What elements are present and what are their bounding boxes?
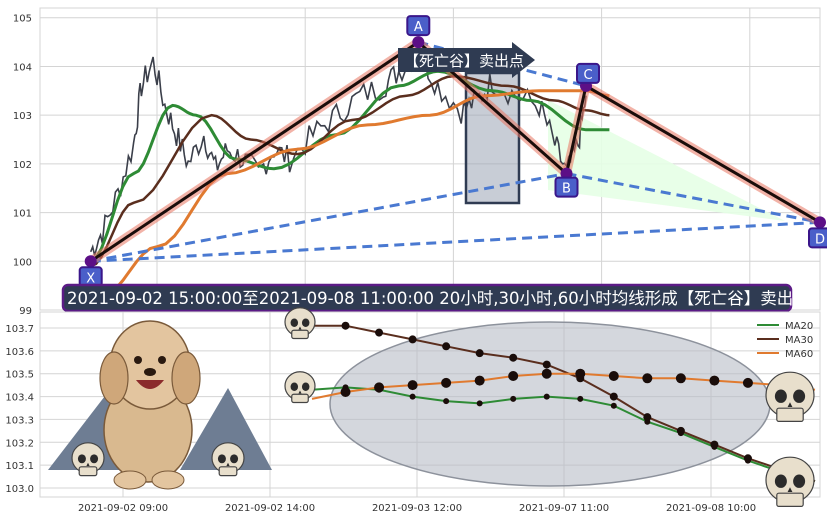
x-tick-labels: 2021-09-02 09:00 2021-09-02 14:00 2021-09-… — [78, 503, 756, 514]
bottom-y-tick: 103.0 — [5, 484, 34, 495]
point-ma30 — [475, 349, 484, 358]
point-ma30 — [542, 360, 551, 369]
point-ma60 — [340, 387, 351, 397]
point-ma60 — [608, 371, 619, 381]
point-A-box — [406, 15, 431, 37]
bottom-y-tick-labels: 103.0 103.1 103.2 103.3 103.4 103.5 103.6 103.7 — [5, 324, 34, 495]
top-y-tick: 100 — [13, 257, 32, 268]
point-ma60 — [374, 382, 385, 393]
banner-text: 2021-09-02 15:00:00至2021-09-08 11:00:00 … — [67, 289, 810, 308]
point-ma60 — [642, 373, 653, 384]
point-X-label: X — [86, 271, 95, 286]
point-ma20 — [510, 395, 517, 402]
ma-series-group — [311, 321, 816, 483]
skull-icon — [211, 442, 245, 477]
skull-icon — [765, 456, 815, 508]
point-ma30 — [509, 353, 518, 362]
top-y-tick: 105 — [13, 14, 32, 25]
top-y-tick: 101 — [13, 209, 32, 220]
point-D-label: D — [815, 232, 825, 247]
bottom-y-tick: 103.4 — [5, 393, 34, 404]
poodle-illustration — [48, 320, 272, 490]
point-ma60 — [508, 371, 519, 381]
point-ma60 — [407, 380, 418, 391]
point-ma30 — [676, 426, 685, 435]
top-ma60-line — [101, 89, 610, 297]
point-ma30 — [643, 413, 652, 422]
point-D-box — [808, 227, 827, 249]
skull-icon — [284, 371, 316, 404]
skull-icon — [765, 371, 815, 423]
point-B-box — [554, 176, 579, 198]
top-y-tick: 104 — [13, 62, 32, 73]
point-C-label: C — [583, 68, 592, 83]
point-ma60 — [441, 377, 452, 388]
point-ma30 — [609, 392, 618, 401]
point-ma60 — [541, 368, 552, 379]
arrow-label: 【死亡谷】卖出点 — [404, 52, 524, 70]
point-X-dot — [84, 255, 97, 268]
point-ma20 — [443, 398, 450, 405]
leg-BC — [565, 85, 588, 174]
point-ma60 — [742, 377, 753, 388]
top-y-tick-labels: 99 100 101 102 103 104 105 — [13, 14, 32, 317]
point-ma20 — [409, 393, 416, 400]
point-ma60 — [675, 373, 686, 384]
dash-XB — [90, 172, 567, 263]
series-line-ma30 — [312, 324, 816, 483]
leg-CD — [585, 84, 820, 224]
bottom-y-tick: 103.5 — [5, 370, 34, 381]
point-ma60 — [575, 368, 586, 379]
legend: MA20 MA30 MA60 — [757, 321, 813, 360]
point-ma20 — [476, 400, 483, 407]
point-C-box — [576, 62, 600, 84]
point-ma30 — [710, 440, 719, 449]
bottom-y-tick: 103.2 — [5, 438, 34, 449]
legend-label-ma20: MA20 — [785, 321, 813, 332]
x-tick: 2021-09-07 11:00 — [519, 503, 609, 514]
legend-label-ma60: MA60 — [785, 349, 813, 360]
x-tick: 2021-09-02 09:00 — [78, 503, 168, 514]
bottom-y-tick: 103.1 — [5, 461, 34, 472]
series-line-ma20 — [311, 386, 816, 483]
skull-decorations — [71, 307, 815, 508]
point-ma20 — [577, 395, 584, 402]
valley-ellipse — [329, 321, 771, 487]
bottom-y-tick: 103.7 — [5, 324, 34, 335]
legend-label-ma30: MA30 — [785, 335, 813, 346]
series-line-ma60 — [311, 372, 816, 400]
point-ma60 — [474, 375, 485, 386]
top-ma30-line — [90, 74, 610, 268]
top-y-tick: 102 — [13, 160, 32, 171]
point-ma30 — [408, 335, 417, 344]
point-ma30 — [442, 342, 451, 351]
signal-banner: 2021-09-02 15:00:00至2021-09-08 11:00:00 … — [61, 283, 810, 313]
point-A-dot — [412, 36, 425, 49]
death-valley-arrow: 【死亡谷】卖出点 — [398, 42, 535, 78]
point-ma30 — [743, 454, 752, 463]
bottom-y-tick: 103.6 — [5, 347, 34, 358]
point-B-label: B — [562, 182, 571, 197]
x-tick: 2021-09-03 12:00 — [372, 503, 462, 514]
point-A-label: A — [414, 20, 423, 35]
leg-XA — [89, 40, 420, 263]
point-ma30 — [341, 321, 350, 330]
skull-icon — [71, 442, 105, 477]
point-ma20 — [543, 393, 550, 400]
x-tick: 2021-09-02 14:00 — [225, 503, 315, 514]
skull-icon — [284, 307, 316, 340]
top-y-tick: 103 — [13, 111, 32, 122]
pattern-points: X A B C D — [78, 15, 827, 288]
point-ma20 — [610, 402, 617, 409]
point-ma60 — [709, 375, 720, 386]
top-y-tick: 99 — [19, 306, 32, 317]
dash-BD — [566, 172, 820, 224]
dash-XD — [90, 220, 820, 263]
bottom-y-tick: 103.3 — [5, 415, 34, 426]
x-tick: 2021-09-08 10:00 — [666, 503, 756, 514]
point-ma30 — [375, 328, 384, 337]
point-D-dot — [814, 216, 826, 229]
